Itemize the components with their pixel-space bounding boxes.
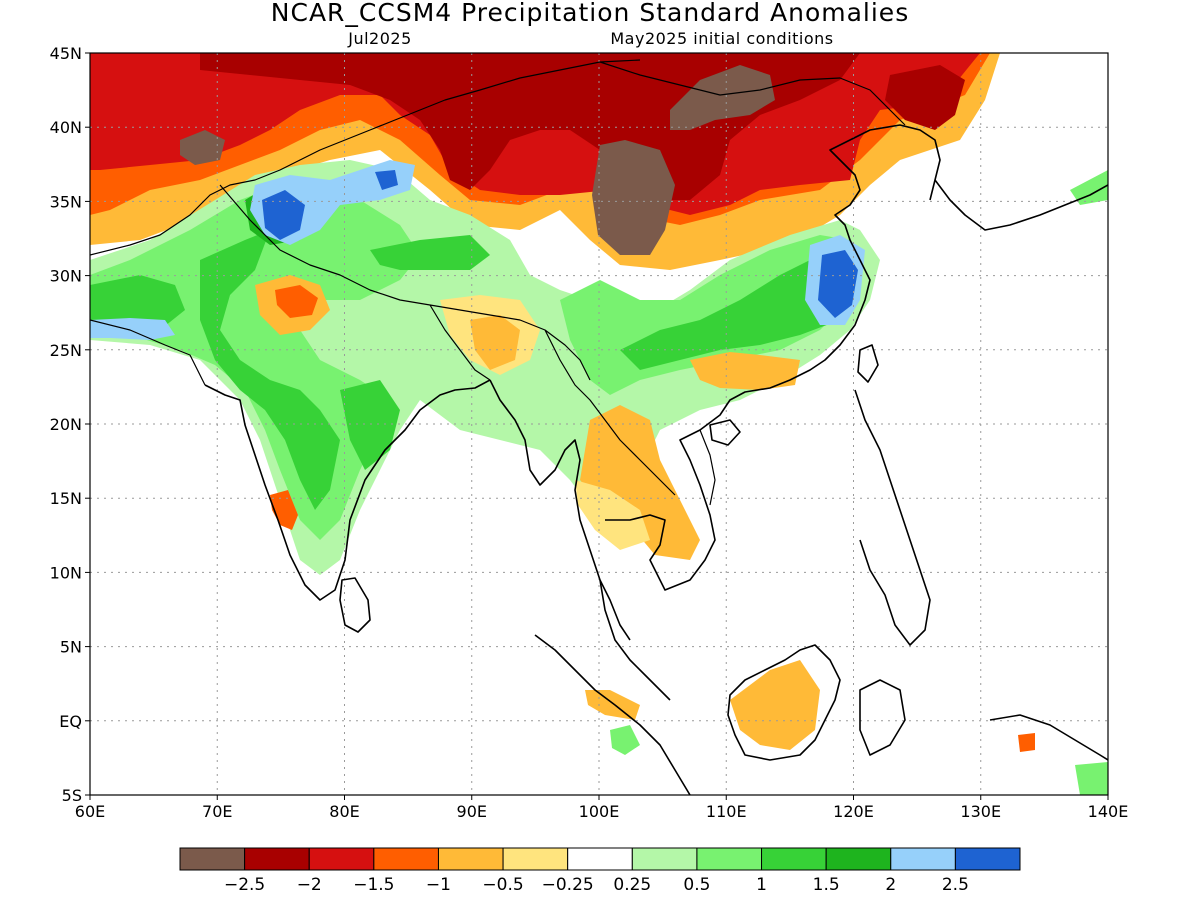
legend-swatch: [179, 847, 246, 871]
legend-label: −0.5: [482, 875, 523, 895]
legend-label: −1.5: [353, 875, 394, 895]
legend-label: 1: [756, 875, 767, 895]
yellow-dry-patch-indochina: [575, 480, 650, 550]
legend-swatch: [954, 847, 1021, 871]
legend-swatch: [502, 847, 569, 871]
y-tick-label: 20N: [50, 415, 82, 434]
y-tick-label: 45N: [50, 44, 82, 63]
gridlines: [90, 53, 1108, 795]
sumatra-coastline: [534, 634, 691, 795]
y-tick-label: 35N: [50, 192, 82, 211]
x-tick-label: 140E: [1088, 802, 1129, 821]
x-tick-label: 60E: [75, 802, 105, 821]
orange-dry-patch-indochina: [580, 405, 700, 560]
orange-red-dry-patch-central-india: [275, 285, 318, 318]
legend-label: −0.25: [542, 875, 594, 895]
legend-label: −2.5: [224, 875, 265, 895]
legend-swatch: [631, 847, 698, 871]
x-tick-label: 120E: [833, 802, 874, 821]
orange-dry-patch-bangladesh: [470, 315, 520, 370]
brown-extreme-dry-region: [592, 140, 675, 255]
legend-swatch: [761, 847, 827, 871]
legend-swatch: [308, 847, 375, 871]
brown-extreme-dry-region-2: [670, 65, 775, 130]
x-tick-label: 70E: [202, 802, 232, 821]
orange-dry-patch-south-china: [690, 352, 800, 390]
sulawesi-coastline: [859, 679, 906, 756]
blue-wet-region-coast: [818, 250, 858, 318]
chart-title: NCAR_CCSM4 Precipitation Standard Anomal…: [271, 0, 909, 27]
india-coastline: [204, 379, 491, 601]
legend-swatch: [890, 847, 956, 871]
korea-japan-coastline: [934, 179, 1108, 231]
indochina-coastline: [605, 124, 941, 591]
y-tick-label: 40N: [50, 118, 82, 137]
light-blue-wet-region-sw: [90, 318, 175, 340]
mid-green-wet-region-india: [200, 230, 340, 510]
y-tick-label: 5N: [60, 638, 82, 657]
y-tick-label: 30N: [50, 267, 82, 286]
legend-swatch: [567, 847, 633, 871]
x-tick-label: 80E: [329, 802, 359, 821]
legend-swatch: [696, 847, 763, 871]
legend-label: 2.5: [942, 875, 969, 895]
axis-labels: 60E 70E 80E 90E 100E 110E 120E 130E 140E 45N 40N 35…: [50, 44, 1129, 821]
x-tick-label: 110E: [706, 802, 747, 821]
color-legend: −2.5 −2 −1.5 −1 −0.5 −0.25 0.25 0.5 1 1.5 2 2.5: [179, 847, 1021, 895]
blue-wet-region-kashmir: [262, 190, 305, 240]
legend-label: −1: [426, 875, 451, 895]
dark-red-korea-region: [885, 65, 965, 130]
blue-wet-region-tibet: [375, 170, 398, 190]
orange-dry-patch-borneo: [730, 660, 820, 750]
green-wet-patch-sumatra: [610, 725, 640, 755]
malay-peninsula-coastline: [599, 579, 671, 701]
sri-lanka-coastline: [339, 577, 371, 633]
orange-red-dry-patch-india-west: [270, 490, 298, 530]
coastlines: [90, 59, 1108, 795]
green-wet-patch-japan: [1070, 170, 1108, 205]
map-panel: [90, 53, 1108, 795]
legend-label: 1.5: [813, 875, 840, 895]
legend-swatch: [825, 847, 892, 871]
y-tick-label: 15N: [50, 489, 82, 508]
borneo-coastline: [727, 644, 841, 761]
legend-swatch: [437, 847, 504, 871]
myanmar-coastline: [489, 379, 631, 641]
y-tick-label: 5S: [62, 786, 82, 805]
legend-label: −2: [297, 875, 322, 895]
y-tick-label: 10N: [50, 563, 82, 582]
taiwan-coastline: [857, 344, 879, 383]
hainan-coastline: [709, 419, 741, 446]
x-tick-label: 130E: [960, 802, 1001, 821]
anomaly-fields: [90, 53, 1108, 795]
green-wet-patch-east: [1075, 762, 1108, 795]
y-tick-label: 25N: [50, 341, 82, 360]
country-borders: [90, 59, 906, 506]
mid-green-wet-region-china: [620, 255, 855, 370]
target-month-label: Jul2025: [347, 29, 412, 48]
new-guinea-coastline: [989, 714, 1108, 761]
x-tick-label: 100E: [579, 802, 620, 821]
mid-green-wet-region-himalaya: [370, 235, 490, 270]
brown-extreme-dry-region-3: [180, 130, 225, 165]
legend-swatch: [244, 847, 310, 871]
philippines-coastline: [854, 389, 931, 646]
orange-red-dry-patch-newguinea: [1018, 733, 1035, 752]
mid-green-wet-region-east: [340, 380, 400, 470]
initial-conditions-label: May2025 initial conditions: [610, 29, 833, 48]
y-tick-label: EQ: [59, 712, 82, 731]
x-tick-label: 90E: [457, 802, 487, 821]
legend-label: 0.25: [613, 875, 651, 895]
legend-swatch: [373, 847, 439, 871]
legend-label: 2: [885, 875, 896, 895]
legend-label: 0.5: [683, 875, 710, 895]
